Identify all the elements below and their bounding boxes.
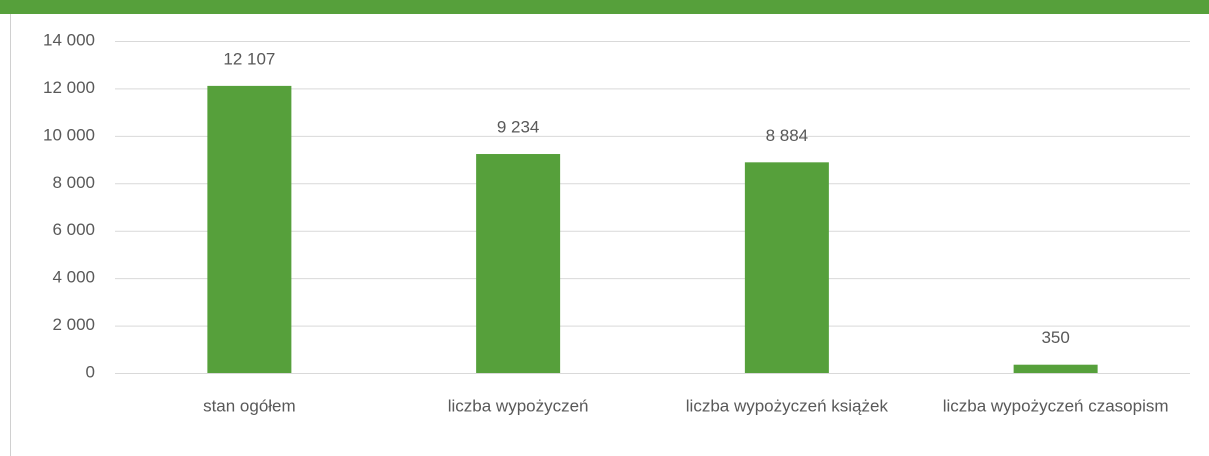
data-label: 8 884 xyxy=(766,126,809,145)
y-tick-label: 4 000 xyxy=(52,268,95,287)
bar xyxy=(476,154,561,373)
bar xyxy=(744,162,829,373)
y-tick-label: 14 000 xyxy=(43,30,95,49)
x-tick-label: liczba wypożyczeń czasopism xyxy=(943,396,1169,415)
data-label: 9 234 xyxy=(497,118,540,137)
data-label: 12 107 xyxy=(223,49,275,68)
x-tick-label: liczba wypożyczeń książek xyxy=(686,396,889,415)
data-label: 350 xyxy=(1041,328,1069,347)
y-tick-label: 12 000 xyxy=(43,78,95,97)
y-tick-label: 8 000 xyxy=(52,173,95,192)
y-tick-label: 6 000 xyxy=(52,220,95,239)
bar xyxy=(207,85,292,373)
y-tick-label: 0 xyxy=(86,362,95,381)
y-tick-label: 10 000 xyxy=(43,125,95,144)
x-tick-label: liczba wypożyczeń xyxy=(448,396,589,415)
x-tick-label: stan ogółem xyxy=(203,396,296,415)
y-tick-label: 2 000 xyxy=(52,315,95,334)
header-strip xyxy=(0,0,1209,14)
bar xyxy=(1013,364,1098,373)
